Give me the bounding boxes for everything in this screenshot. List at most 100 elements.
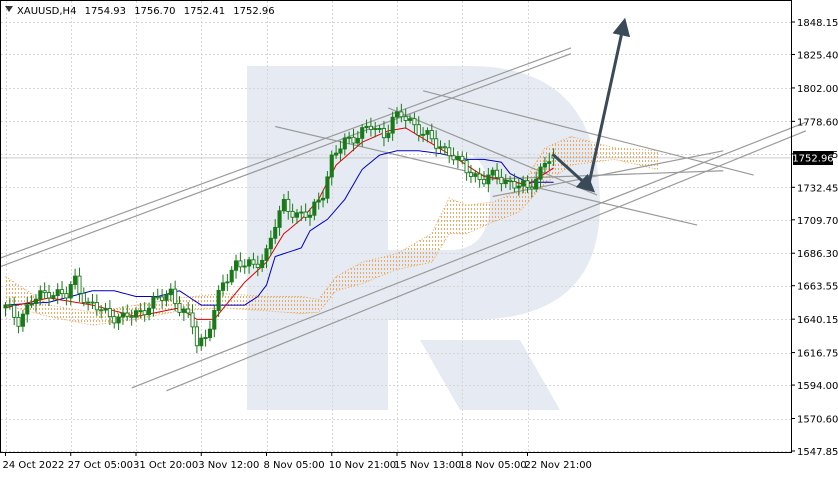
candle: [451, 147, 456, 165]
candle: [303, 203, 308, 222]
forecast-arrow-down[interactable]: [552, 153, 596, 193]
symbol-timeframe: XAUUSD,H4: [17, 6, 76, 17]
time-tick-label: 8 Nov 05:00: [264, 460, 325, 471]
candle: [173, 280, 178, 312]
ohlc-close: 1752.96: [233, 6, 274, 17]
candle: [325, 171, 330, 204]
candle: [364, 119, 369, 134]
candle: [273, 219, 278, 244]
candle: [247, 256, 252, 274]
candle: [416, 116, 421, 142]
triangle-side[interactable]: [388, 107, 598, 196]
candle: [103, 302, 108, 314]
channel-upper-outer[interactable]: [0, 47, 572, 259]
time-tick-label: 31 Oct 20:00: [133, 460, 198, 471]
candle: [90, 294, 95, 310]
candle: [547, 153, 552, 170]
candle: [316, 192, 321, 210]
candle: [212, 305, 217, 338]
price-axis: 1848.151825.401802.001778.601755.851732.…: [791, 18, 838, 458]
candle: [160, 288, 165, 309]
senkou-span-b: [5, 158, 659, 326]
candle: [199, 334, 204, 351]
ohlc-low: 1752.41: [184, 6, 225, 17]
candle: [186, 302, 191, 318]
candle: [347, 131, 352, 145]
candle: [334, 145, 339, 159]
candle: [120, 306, 125, 325]
candle: [73, 268, 78, 290]
channel-upper-inner[interactable]: [0, 53, 572, 268]
current-price-label: 1752.96: [792, 154, 833, 165]
candles: [3, 103, 556, 354]
candle: [99, 305, 104, 319]
candle: [242, 258, 247, 274]
candle: [299, 205, 304, 221]
candle: [68, 281, 73, 306]
candle: [521, 175, 526, 194]
candle: [125, 304, 130, 321]
candle: [525, 175, 530, 193]
price-tick-label: 1640.15: [797, 315, 838, 326]
price-tick-label: 1616.75: [797, 349, 838, 360]
candle: [142, 302, 147, 322]
price-tick-label: 1570.60: [797, 415, 838, 426]
candle: [220, 274, 226, 297]
time-tick-label: 27 Oct 05:00: [68, 460, 133, 471]
candle: [194, 320, 199, 354]
channel-lower-inner[interactable]: [166, 130, 807, 392]
candle: [29, 295, 34, 309]
candle: [390, 111, 395, 141]
candle: [3, 302, 8, 317]
chart-menu-icon[interactable]: [5, 6, 13, 12]
triangle-upper[interactable]: [422, 90, 754, 176]
candle: [190, 304, 195, 335]
candle: [7, 297, 12, 310]
current-price-tag: 1752.96: [792, 151, 834, 165]
candle: [377, 124, 382, 133]
candle: [503, 174, 508, 189]
candle: [133, 307, 139, 322]
candle: [51, 291, 56, 302]
candle: [251, 252, 256, 269]
candle: [512, 173, 517, 193]
candle: [20, 309, 25, 332]
candle: [460, 151, 465, 165]
price-tick-label: 1547.85: [797, 447, 838, 458]
candle: [455, 151, 460, 169]
chart-header: XAUUSD,H4 1754.93 1756.70 1752.41 1752.9…: [5, 6, 275, 17]
time-tick-label: 22 Nov 21:00: [525, 460, 592, 471]
price-tick-label: 1848.15: [797, 18, 838, 29]
time-axis: 24 Oct 2022 27 Oct 05:00 31 Oct 20:00 3 Nov…: [3, 452, 592, 471]
candle: [495, 163, 500, 185]
candle: [12, 296, 17, 326]
candle: [46, 284, 52, 306]
watermark-logo: [247, 66, 600, 410]
ohlc-open: 1754.93: [85, 6, 126, 17]
candle: [107, 300, 112, 326]
candle: [64, 286, 69, 306]
candle: [168, 283, 173, 302]
candle: [481, 170, 487, 187]
candle: [116, 313, 121, 330]
candle: [286, 191, 291, 220]
candle: [360, 124, 365, 147]
forecast-arrow-up[interactable]: [586, 17, 631, 188]
price-tick-label: 1709.70: [797, 216, 838, 227]
candle: [264, 244, 269, 269]
candle: [225, 274, 230, 292]
time-tick-label: 10 Nov 21:00: [329, 460, 396, 471]
price-tick-label: 1778.60: [797, 117, 838, 128]
candle: [38, 285, 43, 306]
candle: [338, 140, 343, 162]
candle: [508, 176, 513, 191]
candle: [351, 128, 356, 152]
candle: [355, 130, 360, 147]
price-tick-label: 1732.45: [797, 183, 838, 194]
channel-lower-outer[interactable]: [131, 121, 807, 389]
candle: [429, 123, 434, 143]
candle: [233, 254, 239, 279]
candle: [368, 117, 373, 137]
